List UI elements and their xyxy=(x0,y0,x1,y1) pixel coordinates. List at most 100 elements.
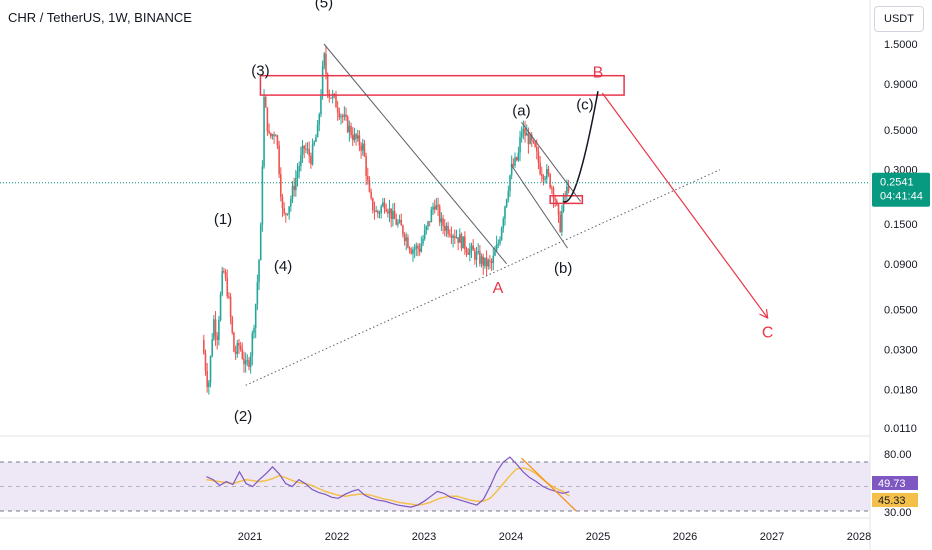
candle-body xyxy=(519,137,521,153)
corrective-wave-label: B xyxy=(593,64,604,81)
candle-body xyxy=(514,157,516,166)
chart-title: CHR / TetherUS, 1W, BINANCE xyxy=(8,10,192,25)
candle-body xyxy=(285,213,287,215)
candle-body xyxy=(485,257,488,267)
bar-countdown: 04:41:44 xyxy=(880,191,923,203)
candle-body xyxy=(249,355,252,367)
candle-body xyxy=(300,154,302,166)
candle-body xyxy=(271,134,274,137)
candle-body xyxy=(228,296,230,298)
candle-body xyxy=(268,130,270,134)
x-tick-label: 2023 xyxy=(412,531,436,543)
corrective-wave-label: A xyxy=(493,280,504,297)
candle-body xyxy=(492,255,495,263)
candle-body xyxy=(447,225,449,234)
candle-body xyxy=(281,196,284,208)
candle-body xyxy=(206,370,208,387)
candle-body xyxy=(264,96,267,108)
candle-body xyxy=(279,174,282,197)
rsi-pane[interactable] xyxy=(0,456,870,512)
candle-body xyxy=(305,148,307,150)
candle-body xyxy=(338,112,341,118)
y-tick-label: 0.5000 xyxy=(884,125,918,137)
y-tick-label: 1.5000 xyxy=(884,39,918,51)
candle-body xyxy=(505,199,508,207)
candle-body xyxy=(427,221,429,227)
candle-body xyxy=(464,236,466,249)
y-tick-label: 0.0500 xyxy=(884,305,918,317)
candle-body xyxy=(512,163,515,166)
candle-body xyxy=(209,356,212,383)
candle-body xyxy=(214,319,217,337)
candle-body xyxy=(283,207,285,214)
x-tick-label: 2024 xyxy=(499,531,523,543)
price-pane[interactable]: (1) (2) (3) (4) (5) (a) (b) (c) A B C xyxy=(0,0,870,425)
candle-body xyxy=(365,156,367,176)
candle-body xyxy=(343,114,346,117)
candle-body xyxy=(474,250,476,260)
candle-body xyxy=(499,239,501,244)
candle-body xyxy=(397,222,399,225)
candle-body xyxy=(241,349,244,359)
currency-button[interactable]: USDT xyxy=(874,6,924,32)
candle-body xyxy=(413,248,416,250)
candle-body xyxy=(435,204,438,210)
candle-body xyxy=(363,143,366,157)
candle-body xyxy=(438,206,441,223)
candle-body xyxy=(373,210,376,212)
candle-body xyxy=(315,137,317,142)
candle-body xyxy=(418,248,421,252)
downtrend-line xyxy=(323,43,508,265)
price-tags: 0.2541 04:41:44 49.73 45.33 xyxy=(872,172,930,507)
candle-body xyxy=(504,206,506,219)
target-arrow-head xyxy=(759,308,769,319)
candle-body xyxy=(219,294,222,320)
candle-body xyxy=(509,175,511,192)
candle-body xyxy=(417,245,419,249)
resistance-box xyxy=(259,74,625,96)
wave-label: (b) xyxy=(554,260,572,277)
wave-label: (1) xyxy=(214,211,232,228)
candle-body xyxy=(392,210,394,219)
candle-body xyxy=(375,210,377,212)
wave-label: (5) xyxy=(315,0,333,11)
candle-body xyxy=(448,233,451,236)
candle-body xyxy=(477,251,480,253)
support-trendline xyxy=(245,169,721,386)
candle-body xyxy=(378,212,381,214)
wedge-lower-line xyxy=(510,164,568,249)
candle-body xyxy=(502,218,505,228)
candle-body xyxy=(470,245,473,250)
candle-body xyxy=(288,206,290,214)
rsi-ma-line xyxy=(206,467,570,506)
candle-body xyxy=(208,382,210,387)
candle-body xyxy=(372,198,374,211)
candle-body xyxy=(420,244,423,252)
candle-body xyxy=(529,134,531,144)
candle-body xyxy=(500,227,503,240)
candle-body xyxy=(229,296,232,317)
candle-body xyxy=(239,345,242,350)
candle-body xyxy=(368,180,371,192)
candle-body xyxy=(408,247,411,251)
candle-body xyxy=(542,175,545,180)
candle-body xyxy=(321,66,324,96)
rsi-line xyxy=(206,456,570,508)
candle-body xyxy=(462,236,464,249)
candle-body xyxy=(495,244,498,252)
candle-body xyxy=(248,360,250,367)
candle-body xyxy=(395,219,398,225)
wave-label: (2) xyxy=(234,408,252,425)
candle-body xyxy=(482,256,485,266)
candle-body xyxy=(390,208,393,219)
candle-body xyxy=(356,135,359,139)
candle-body xyxy=(360,145,362,151)
support-box xyxy=(549,195,584,205)
rsi-trendline xyxy=(520,457,577,512)
candle-body xyxy=(298,165,300,172)
wave-c-projection xyxy=(562,91,599,203)
candle-body xyxy=(236,342,239,354)
candle-body xyxy=(453,235,456,238)
candle-body xyxy=(472,245,474,251)
